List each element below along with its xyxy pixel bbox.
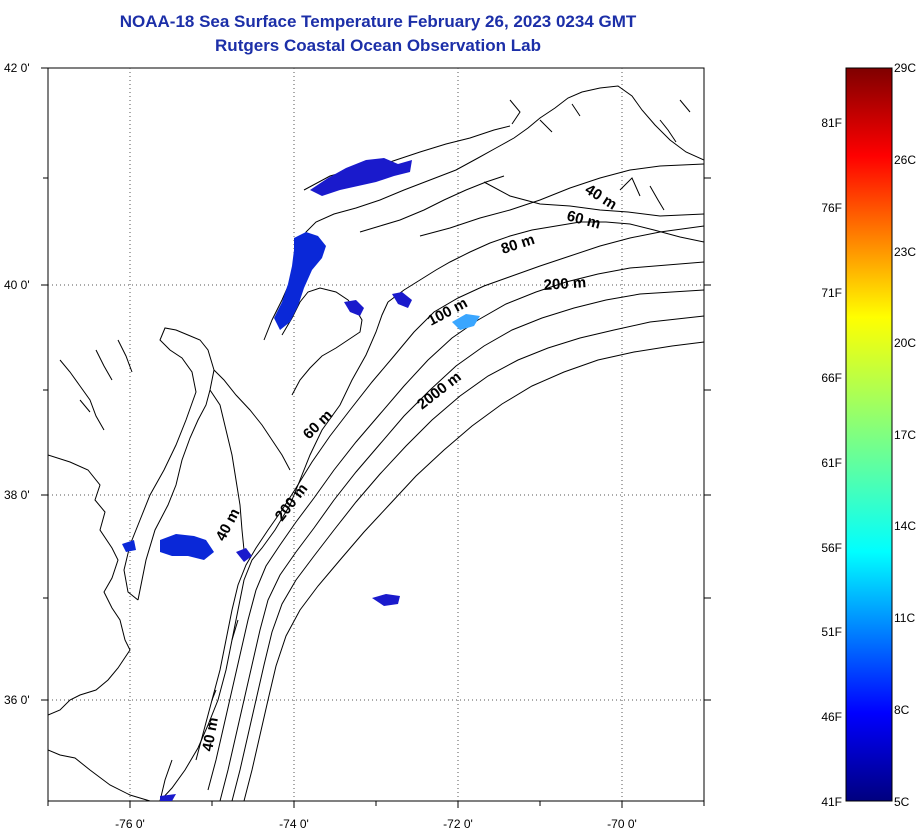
cbar-f-51: 51F bbox=[821, 625, 842, 639]
longitude-labels: -76 0' -74 0' -72 0' -70 0' bbox=[115, 817, 637, 831]
lon-label-72: -72 0' bbox=[443, 817, 473, 831]
cbar-f-81: 81F bbox=[821, 116, 842, 130]
cbar-c-17: 17C bbox=[894, 428, 916, 442]
graticule bbox=[48, 68, 704, 801]
sst-patches bbox=[122, 158, 480, 801]
cbar-f-41: 41F bbox=[821, 795, 842, 809]
sst-patch-virginia bbox=[236, 548, 252, 562]
cbar-c-23: 23C bbox=[894, 245, 916, 259]
cbar-f-56: 56F bbox=[821, 541, 842, 555]
map-title: NOAA-18 Sea Surface Temperature February… bbox=[119, 12, 637, 31]
sst-patch-south bbox=[160, 794, 176, 801]
cbar-c-14: 14C bbox=[894, 519, 916, 533]
cbar-f-61: 61F bbox=[821, 456, 842, 470]
map-frame bbox=[47, 67, 705, 802]
axis-ticks bbox=[41, 67, 711, 808]
map-subtitle: Rutgers Coastal Ocean Observation Lab bbox=[215, 36, 541, 55]
sst-patch-chesapeake-west bbox=[122, 540, 136, 552]
contour-label-40m-south: 40 m bbox=[199, 716, 222, 753]
sst-patch-chesapeake-mouth bbox=[160, 534, 214, 560]
cbar-c-26: 26C bbox=[894, 153, 916, 167]
sst-patch-long-island bbox=[310, 158, 412, 196]
nj-ny-coast bbox=[159, 85, 704, 801]
sst-patch-new-jersey bbox=[274, 232, 326, 330]
contour-label-200m-north: 200 m bbox=[543, 274, 587, 294]
sst-patch-offshore bbox=[372, 594, 400, 606]
lat-label-36: 36 0' bbox=[4, 693, 30, 707]
cbar-c-8: 8C bbox=[894, 703, 910, 717]
cbar-c-11: 11C bbox=[894, 611, 915, 625]
coastline bbox=[48, 221, 704, 801]
latitude-labels: 42 0' 40 0' 38 0' 36 0' bbox=[4, 61, 30, 707]
cbar-f-46: 46F bbox=[821, 710, 842, 724]
sst-patch-shelf bbox=[392, 292, 412, 308]
lon-label-74: -74 0' bbox=[279, 817, 309, 831]
sst-patch-warm bbox=[452, 314, 480, 330]
cbar-c-5: 5C bbox=[894, 795, 910, 809]
colorbar-fahrenheit-labels: 81F 76F 71F 66F 61F 56F 51F 46F 41F bbox=[821, 116, 842, 809]
cbar-f-76: 76F bbox=[821, 201, 842, 215]
lon-label-76: -76 0' bbox=[115, 817, 145, 831]
bathymetry-contours bbox=[195, 163, 704, 801]
cbar-f-71: 71F bbox=[821, 286, 842, 300]
coastal-detail bbox=[59, 99, 691, 431]
colorbar bbox=[845, 67, 893, 802]
chesapeake-bay-outline bbox=[123, 327, 291, 601]
sst-patch-delaware bbox=[344, 300, 364, 316]
lat-label-40: 40 0' bbox=[4, 278, 30, 292]
colorbar-celsius-labels: 29C 26C 23C 20C 17C 14C 11C 8C 5C bbox=[894, 61, 916, 809]
lon-label-70: -70 0' bbox=[607, 817, 637, 831]
lat-label-38: 38 0' bbox=[4, 488, 30, 502]
lat-label-42: 42 0' bbox=[4, 61, 30, 75]
cbar-c-29: 29C bbox=[894, 61, 916, 75]
cbar-f-66: 66F bbox=[821, 371, 842, 385]
cbar-c-20: 20C bbox=[894, 336, 916, 350]
